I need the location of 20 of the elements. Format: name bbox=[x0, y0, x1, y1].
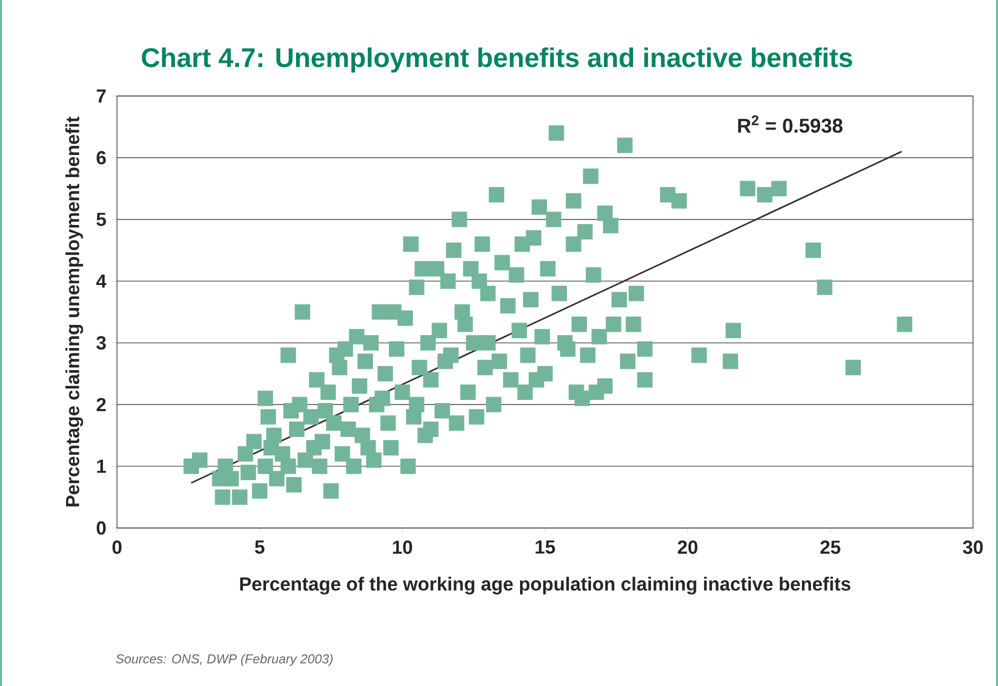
x-tick-label: 5 bbox=[254, 540, 264, 554]
source-note: Sources: ONS, DWP (February 2003) bbox=[116, 654, 333, 666]
y-tick-label: 0 bbox=[96, 521, 106, 535]
y-tick-label: 7 bbox=[96, 89, 106, 102]
x-tick-label: 20 bbox=[678, 540, 698, 554]
x-axis-title: Percentage of the working age population claiming inactive benefits bbox=[240, 576, 850, 595]
x-tick-label: 0 bbox=[112, 540, 122, 554]
x-tick-label: 10 bbox=[393, 540, 412, 554]
x-tick-label: 30 bbox=[962, 540, 983, 554]
y-axis-title: Percentage claiming unemployment benefit bbox=[65, 116, 84, 506]
y-tick-label: 6 bbox=[96, 151, 106, 164]
x-tick-label: 25 bbox=[820, 540, 840, 554]
annotation: R$^{2}$ = 0.5938 bbox=[738, 115, 843, 133]
x-tick-label: 15 bbox=[536, 540, 556, 554]
y-tick-label: 4 bbox=[96, 274, 106, 288]
y-tick-label: 5 bbox=[96, 212, 106, 226]
y-tick-label: 2 bbox=[96, 398, 106, 412]
y-tick-label: 1 bbox=[97, 460, 106, 473]
y-tick-label: 3 bbox=[96, 336, 106, 350]
chart-title: Chart 4.7: Unemployment benefits and inactive benefits bbox=[142, 47, 852, 73]
